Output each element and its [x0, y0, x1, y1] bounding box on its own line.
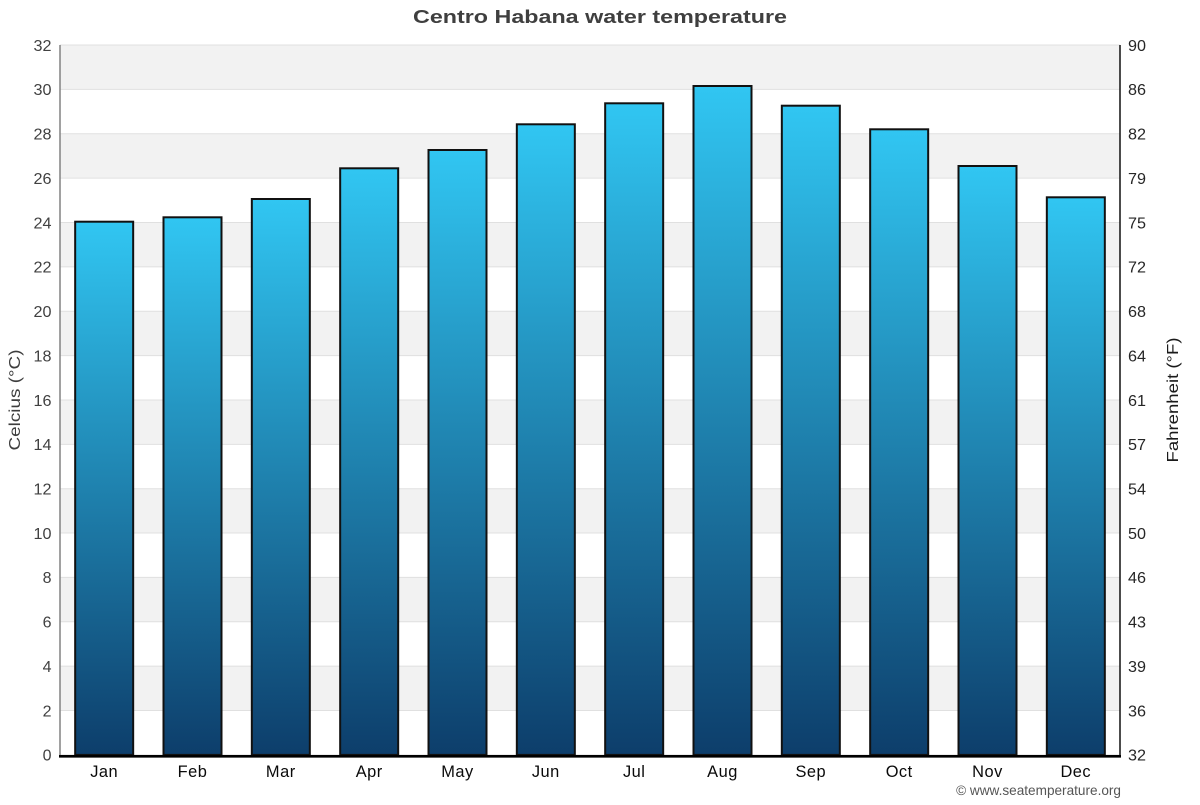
svg-text:64: 64: [1128, 348, 1146, 365]
svg-text:54: 54: [1128, 481, 1146, 498]
svg-text:Jul: Jul: [623, 763, 645, 781]
svg-text:Dec: Dec: [1060, 763, 1091, 781]
svg-text:12: 12: [34, 481, 52, 498]
svg-text:Nov: Nov: [972, 763, 1003, 781]
svg-text:90: 90: [1128, 38, 1146, 55]
svg-text:39: 39: [1128, 659, 1146, 676]
svg-text:Sep: Sep: [795, 763, 826, 781]
svg-text:Mar: Mar: [266, 763, 296, 781]
svg-text:Fahrenheit (°F): Fahrenheit (°F): [1165, 338, 1182, 463]
svg-text:Oct: Oct: [886, 763, 913, 781]
svg-text:32: 32: [34, 38, 52, 55]
svg-text:30: 30: [34, 82, 52, 99]
svg-text:28: 28: [34, 127, 52, 144]
svg-text:86: 86: [1128, 82, 1146, 99]
svg-text:50: 50: [1128, 526, 1146, 543]
svg-text:32: 32: [1128, 748, 1146, 765]
svg-text:2: 2: [43, 703, 52, 720]
svg-text:8: 8: [43, 570, 52, 587]
svg-text:46: 46: [1128, 570, 1146, 587]
svg-text:43: 43: [1128, 615, 1146, 632]
svg-text:16: 16: [34, 393, 52, 410]
svg-text:Jan: Jan: [90, 763, 118, 781]
svg-text:May: May: [441, 763, 474, 781]
svg-text:57: 57: [1128, 437, 1146, 454]
svg-text:18: 18: [34, 348, 52, 365]
svg-text:4: 4: [43, 659, 52, 676]
svg-text:24: 24: [34, 215, 52, 232]
svg-text:22: 22: [34, 260, 52, 277]
svg-text:72: 72: [1128, 260, 1146, 277]
svg-text:14: 14: [34, 437, 52, 454]
svg-text:0: 0: [43, 748, 52, 765]
svg-text:© www.seatemperature.org: © www.seatemperature.org: [956, 783, 1121, 798]
svg-text:Centro Habana water temperatur: Centro Habana water temperature: [413, 6, 787, 27]
svg-text:26: 26: [34, 171, 52, 188]
svg-text:68: 68: [1128, 304, 1146, 321]
svg-text:Apr: Apr: [356, 763, 383, 781]
svg-text:Jun: Jun: [532, 763, 560, 781]
svg-text:10: 10: [34, 526, 52, 543]
svg-text:82: 82: [1128, 127, 1146, 144]
svg-text:75: 75: [1128, 215, 1146, 232]
svg-text:20: 20: [34, 304, 52, 321]
svg-text:79: 79: [1128, 171, 1146, 188]
svg-text:36: 36: [1128, 703, 1146, 720]
svg-text:Feb: Feb: [178, 763, 208, 781]
svg-text:6: 6: [43, 615, 52, 632]
svg-text:Celcius (°C): Celcius (°C): [7, 350, 24, 451]
svg-text:61: 61: [1128, 393, 1146, 410]
svg-text:Aug: Aug: [707, 763, 738, 781]
